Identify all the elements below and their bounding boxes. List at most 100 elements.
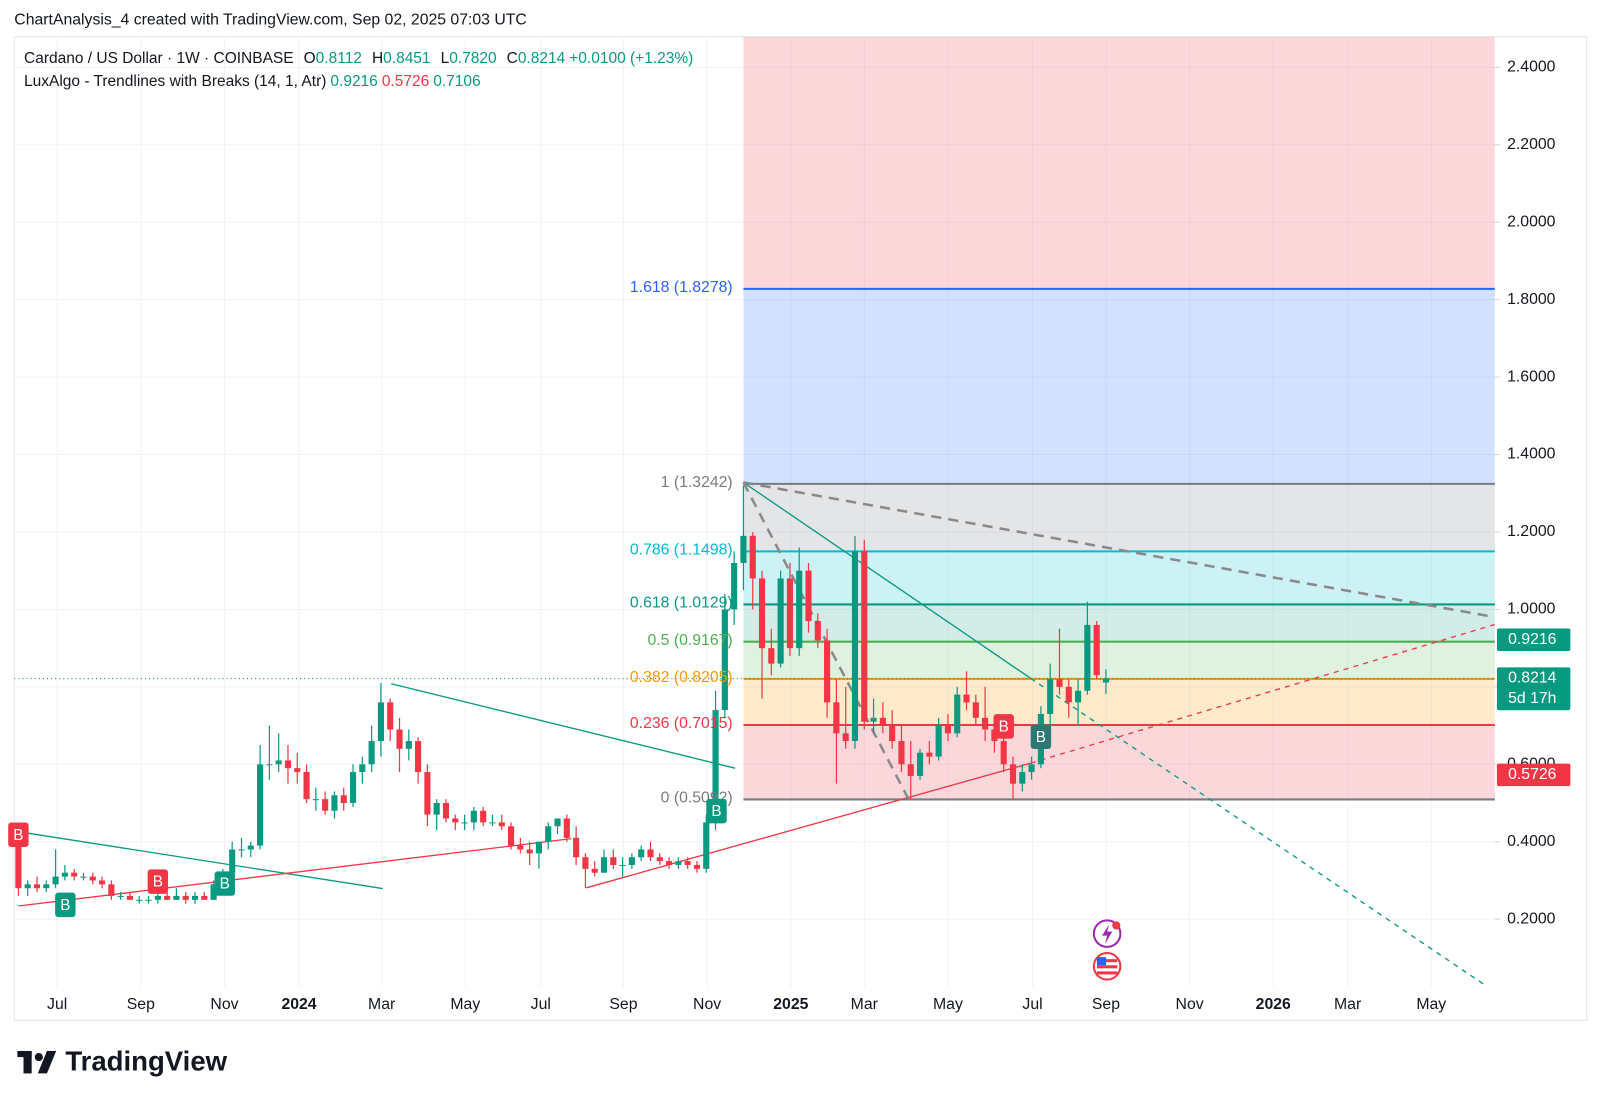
candle-body [861,551,868,722]
candle-body [89,876,96,881]
candle-body [377,702,384,742]
candle-body [935,725,942,757]
candle-body [1093,624,1100,676]
candle-body [275,760,282,765]
x-tick-label: 2026 [1256,996,1291,1013]
break-label-box [8,822,29,848]
candle-body [452,818,459,823]
candle-body [331,795,338,811]
candle-body [731,562,738,610]
y-tick-label: 1.6000 [1507,368,1556,385]
x-tick-label: Nov [210,996,238,1013]
legend-key: L [440,50,450,67]
candle-body [387,702,394,730]
break-label: B [1036,729,1046,746]
candle-body [954,694,961,734]
candle-body [498,822,505,827]
candle-body [638,849,645,858]
x-tick-label: May [450,996,480,1013]
candle-body [349,772,357,804]
price-badge-sub: 5d 17h [1508,690,1556,707]
trendline [586,762,1031,889]
legend-value: 0.8112 [315,50,362,67]
price-badge-label: 0.9216 [1508,631,1557,648]
y-tick-label: 1.0000 [1507,601,1556,618]
candle-body [229,849,236,873]
candle-body [507,826,515,846]
y-tick-label: 1.2000 [1507,523,1556,540]
candle-body [1102,678,1110,683]
candle-body [247,845,254,850]
candle-body [517,845,524,850]
fib-label: 1.618 (1.8278) [630,279,733,296]
candle-body [814,621,821,641]
candle-body [303,772,310,800]
x-tick-label: Nov [1176,996,1204,1013]
candle-body [1065,686,1072,703]
candle-body [591,868,598,873]
break-label: B [220,876,230,893]
candle-body [173,895,180,900]
candle-body [628,857,635,865]
chart-frame [13,36,1588,1021]
candle-body [851,551,859,742]
legend-value: 0.8214 [517,50,566,67]
candle-body [415,741,422,773]
price-badge [1496,628,1571,651]
candle-body [1000,741,1007,765]
indicator-value: 0.9216 [330,73,378,90]
candle-body [210,884,217,900]
x-tick-label: Mar [368,996,395,1013]
x-tick-label: May [1416,996,1446,1013]
candle-body [805,570,812,622]
y-tick-label: 1.4000 [1507,446,1556,463]
candle-body [963,694,970,703]
x-tick-label: 2025 [773,996,808,1013]
y-tick-label: 1.8000 [1507,291,1556,308]
candle-body [526,849,533,854]
candles [15,485,1110,904]
x-tick-label: Sep [127,996,155,1013]
fib-label: 0.382 (0.8205) [630,669,733,686]
fib-zone [743,604,1495,642]
legend-key: C [506,50,518,67]
candle-body [684,861,691,865]
candle-body [433,803,440,815]
price-badge [1496,667,1571,711]
x-tick-label: Sep [609,996,637,1013]
candle-body [944,725,952,734]
candle-body [824,640,831,703]
candle-body [164,895,171,900]
candle-body [647,849,654,858]
candle-body [312,799,319,801]
events-icon [1092,919,1122,948]
break-label-box [993,714,1014,739]
candle-body [52,876,59,885]
legend-change: +0.0100 (+1.23%) [569,50,694,67]
candle-body [768,648,775,664]
y-tick-label: 0.2000 [1507,910,1556,927]
candle-body [182,895,189,900]
candle-body [740,535,747,563]
x-tick-label: 2024 [281,996,316,1013]
flag-icon [1092,952,1122,981]
x-tick-label: Mar [851,996,878,1013]
candle-body [703,822,710,869]
fib-zone [743,288,1495,484]
fib-zone [743,483,1495,552]
candle-body [15,833,22,889]
fib-label: 0.5 (0.9167) [647,632,732,649]
candle-body [693,864,701,869]
candle-body [666,861,673,865]
candle-body [610,857,617,865]
candle-body [1084,624,1091,691]
trendline [390,683,736,769]
candle-body [619,864,626,866]
fib-zone [743,36,1495,289]
y-tick-label: 2.0000 [1507,213,1556,230]
candle-body [1028,764,1035,773]
candle-body [33,884,41,889]
x-tick-label: Jul [47,996,67,1013]
candle-body [108,884,115,896]
